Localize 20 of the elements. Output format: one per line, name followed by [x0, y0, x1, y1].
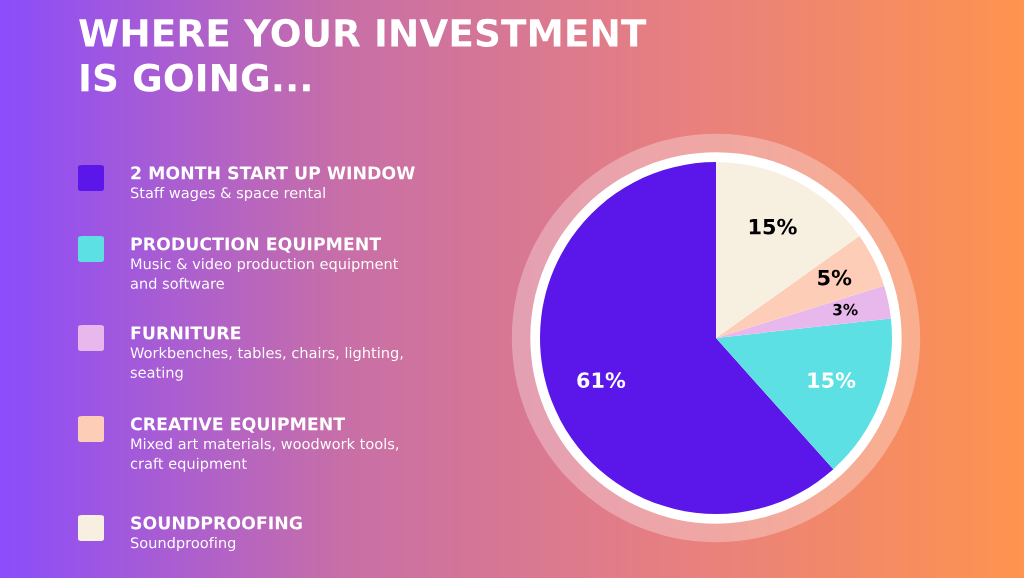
- legend-label: SOUNDPROOFING: [131, 516, 302, 530]
- data-label: 3%: [833, 303, 858, 316]
- text: Workbenches, tables, chairs, lighting, seating: [130, 347, 403, 381]
- legend-label: CREATIVE EQUIPMENT: [130, 417, 346, 433]
- legend-label: 2 MONTH START UP WINDOW: [131, 166, 415, 180]
- text: Staff wages & space rental: [130, 187, 325, 202]
- data-label: 5%: [818, 269, 852, 286]
- text: Soundproofing: [130, 537, 236, 552]
- pie-slice: [716, 318, 892, 470]
- data-label: 15%: [749, 218, 797, 235]
- legend-label: FURNITURE: [131, 326, 241, 340]
- data-label: 61%: [577, 372, 626, 389]
- chart-title: WHERE YOUR INVESTMENT IS GOING...: [79, 18, 647, 92]
- legend-label: PRODUCTION EQUIPMENT: [131, 237, 382, 253]
- pie-slice: [716, 285, 891, 338]
- pie-slice: [716, 162, 860, 338]
- data-label: 15%: [808, 372, 856, 389]
- text: Music & video production equipment and software: [130, 258, 399, 289]
- text: Mixed art materials, woodwork tools, craft equipment: [130, 438, 399, 472]
- pie-slice: [716, 235, 885, 338]
